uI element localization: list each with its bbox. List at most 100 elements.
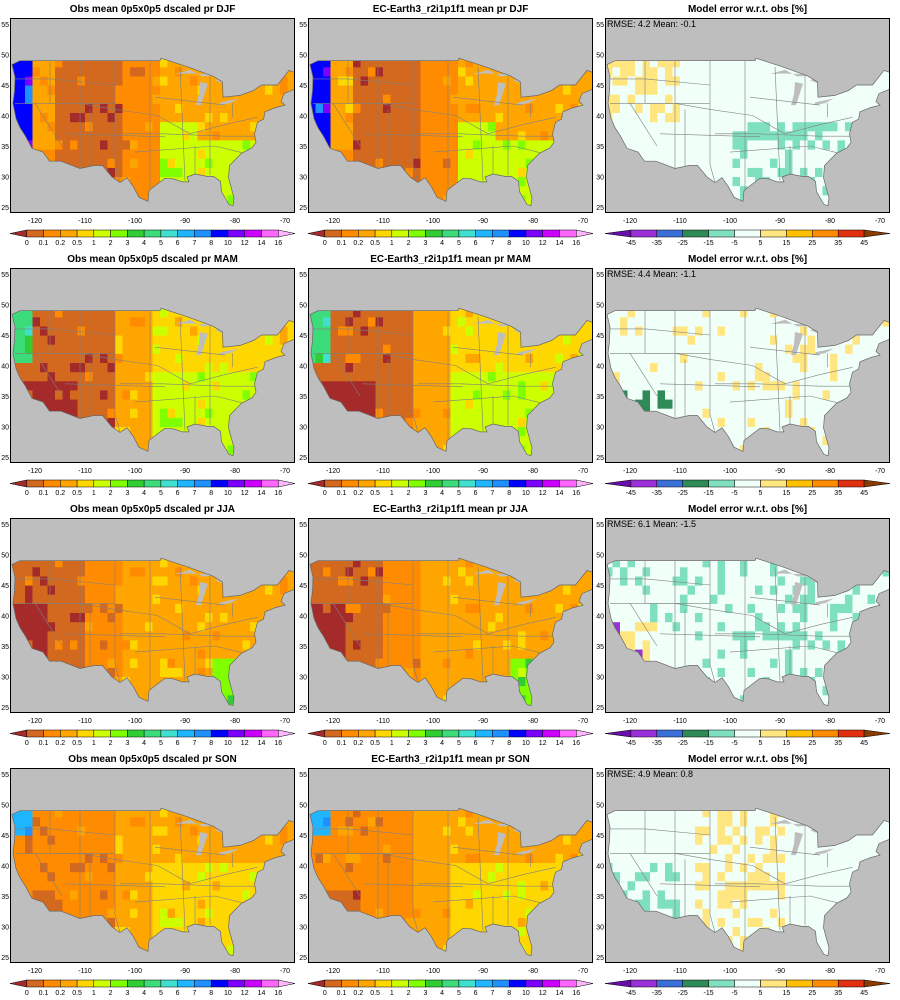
state-border bbox=[313, 578, 414, 586]
colorbar-swatch bbox=[227, 479, 245, 488]
colorbar-swatch bbox=[26, 979, 44, 988]
colorbar-tick-label: 1 bbox=[390, 490, 394, 497]
lake bbox=[175, 569, 212, 577]
colorbar-swatch bbox=[786, 979, 813, 988]
lon-tick-label: -80 bbox=[528, 218, 538, 225]
lat-tick-label: 35 bbox=[299, 644, 307, 651]
map-frame bbox=[308, 268, 593, 463]
colorbar-swatch bbox=[682, 229, 709, 238]
colorbar-tick-label: 0.1 bbox=[337, 490, 347, 497]
state-border bbox=[715, 383, 851, 387]
lat-tick-label: 40 bbox=[1, 614, 9, 621]
colorbar-swatch bbox=[210, 229, 229, 238]
colorbar-swatch bbox=[559, 229, 577, 238]
lon-tick-label: -110 bbox=[78, 968, 92, 975]
colorbar-tick-label: 5 bbox=[759, 990, 763, 997]
colorbar-tick-label: 45 bbox=[860, 490, 868, 497]
panel-title: Obs mean 0p5x0p5 dscaled pr MAM bbox=[67, 254, 238, 265]
lon-tick-label: -120 bbox=[28, 968, 42, 975]
lon-tick-label: -90 bbox=[180, 968, 190, 975]
colorbar-swatch bbox=[76, 979, 95, 988]
state-border bbox=[749, 846, 821, 856]
lon-tick-label: -90 bbox=[478, 218, 488, 225]
colorbar-swatch bbox=[604, 229, 632, 238]
colorbar-tick-label: 4 bbox=[142, 240, 146, 247]
lake bbox=[770, 319, 807, 327]
lon-tick-label: -80 bbox=[825, 468, 835, 475]
state-border bbox=[659, 133, 761, 138]
lat-tick-label: 25 bbox=[299, 955, 307, 962]
lat-tick-label: 45 bbox=[299, 333, 307, 340]
colorbar-swatch bbox=[227, 229, 245, 238]
panel-title: Obs mean 0p5x0p5 dscaled pr JJA bbox=[70, 504, 235, 515]
colorbar-tick-label: 12 bbox=[539, 240, 547, 247]
lat-tick-label: 45 bbox=[596, 83, 604, 90]
colorbar-tick-label: 14 bbox=[258, 740, 266, 747]
colorbar-swatch bbox=[76, 229, 95, 238]
state-border bbox=[120, 883, 256, 887]
colorbar-tick-label: 0.1 bbox=[39, 990, 49, 997]
colorbar-tick-label: 5 bbox=[457, 240, 461, 247]
colorbar-swatch bbox=[525, 729, 543, 738]
colorbar-tick-label: 8 bbox=[209, 740, 213, 747]
lake bbox=[810, 78, 824, 96]
lat-tick-label: 25 bbox=[596, 455, 604, 462]
lat-tick-label: 50 bbox=[299, 53, 307, 60]
colorbar-swatch bbox=[458, 729, 476, 738]
lake bbox=[215, 328, 229, 346]
colorbar-tick-label: 10 bbox=[522, 240, 530, 247]
colorbar-tick-label: 0 bbox=[323, 740, 327, 747]
colorbar-tick-label: 4 bbox=[440, 990, 444, 997]
colorbar-swatch bbox=[9, 729, 28, 738]
colorbar-tick-label: 8 bbox=[209, 990, 213, 997]
lat-tick-label: 35 bbox=[1, 394, 9, 401]
colorbar-swatch bbox=[43, 229, 61, 238]
colorbar-tick-label: 6 bbox=[474, 990, 478, 997]
colorbar-swatch bbox=[425, 979, 443, 988]
colorbar-swatch bbox=[508, 229, 527, 238]
state-border bbox=[709, 810, 716, 933]
colorbar-tick-label: 0.2 bbox=[55, 740, 65, 747]
colorbar-tick-label: 0.2 bbox=[55, 490, 65, 497]
lat-tick-label: 40 bbox=[1, 864, 9, 871]
lon-tick-label: -100 bbox=[426, 718, 440, 725]
colorbar-swatch bbox=[143, 979, 162, 988]
colorbar-tick-label: -15 bbox=[704, 740, 714, 747]
colorbar-tick-label: 12 bbox=[539, 490, 547, 497]
colorbar-tick-label: -45 bbox=[626, 740, 636, 747]
colorbar-tick-label: 5 bbox=[759, 740, 763, 747]
colorbar-swatch bbox=[492, 729, 510, 738]
colorbar-tick-label: 12 bbox=[241, 490, 249, 497]
lake bbox=[770, 69, 807, 77]
colorbar-tick-label: 2 bbox=[407, 740, 411, 747]
colorbar-tick-label: 15 bbox=[783, 740, 791, 747]
lon-tick-label: -80 bbox=[230, 218, 240, 225]
panel-title: Model error w.r.t. obs [%] bbox=[688, 254, 807, 265]
lon-tick-label: -90 bbox=[478, 968, 488, 975]
colorbar-swatch bbox=[244, 729, 262, 738]
lake bbox=[810, 578, 824, 596]
state-border bbox=[15, 328, 116, 336]
map-frame bbox=[605, 18, 890, 213]
colorbar-swatch bbox=[177, 729, 195, 738]
colorbar-swatch bbox=[76, 729, 95, 738]
coastline bbox=[309, 57, 593, 207]
colorbar-tick-label: 45 bbox=[860, 990, 868, 997]
coastline bbox=[606, 57, 890, 207]
error-map: RMSE: 4.9 Mean: 0.8 bbox=[605, 768, 890, 963]
lon-tick-label: -120 bbox=[28, 468, 42, 475]
colorbar-tick-label: 5 bbox=[159, 740, 163, 747]
colorbar-tick-label: 6 bbox=[474, 740, 478, 747]
colorbar-swatch bbox=[630, 729, 658, 738]
map-frame bbox=[10, 518, 295, 713]
state-border bbox=[179, 316, 186, 431]
state-border bbox=[610, 828, 711, 836]
state-border bbox=[332, 853, 361, 897]
colorbar-tick-label: -25 bbox=[678, 240, 688, 247]
lon-tick-label: -70 bbox=[578, 718, 588, 725]
state-border bbox=[477, 816, 484, 931]
colorbar-tick-label: 1 bbox=[390, 240, 394, 247]
colorbar-swatch bbox=[708, 979, 735, 988]
state-border bbox=[452, 846, 524, 856]
lat-tick-label: 30 bbox=[596, 924, 604, 931]
